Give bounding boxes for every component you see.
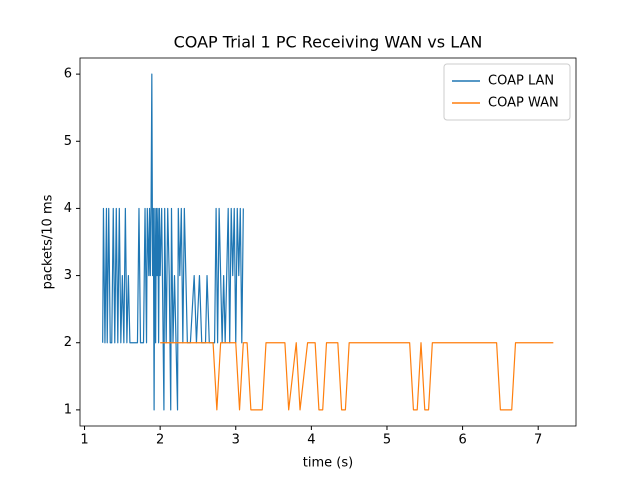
x-tick-label: 4: [307, 433, 315, 448]
series-line: [102, 73, 244, 411]
series-line: [160, 342, 554, 411]
y-tick-label: 4: [64, 201, 72, 216]
y-tick-label: 2: [64, 335, 72, 350]
plot-frame: [79, 57, 577, 427]
y-axis-label: packets/10 ms: [41, 194, 56, 289]
x-tick-label: 3: [232, 433, 240, 448]
legend-box: [443, 63, 571, 121]
legend-label: COAP LAN: [488, 74, 554, 89]
x-tick-label: 6: [458, 433, 466, 448]
y-tick-label: 3: [64, 268, 72, 283]
y-tick-label: 6: [64, 67, 72, 82]
x-tick-label: 2: [156, 433, 164, 448]
x-tick-label: 7: [534, 433, 542, 448]
x-tick-label: 5: [383, 433, 391, 448]
y-tick-label: 1: [64, 402, 72, 417]
x-axis-label: time (s): [303, 456, 353, 471]
chart-title: COAP Trial 1 PC Receiving WAN vs LAN: [174, 33, 483, 52]
y-tick-label: 5: [64, 134, 72, 149]
x-tick-label: 1: [80, 433, 88, 448]
legend-label: COAP WAN: [488, 96, 559, 111]
